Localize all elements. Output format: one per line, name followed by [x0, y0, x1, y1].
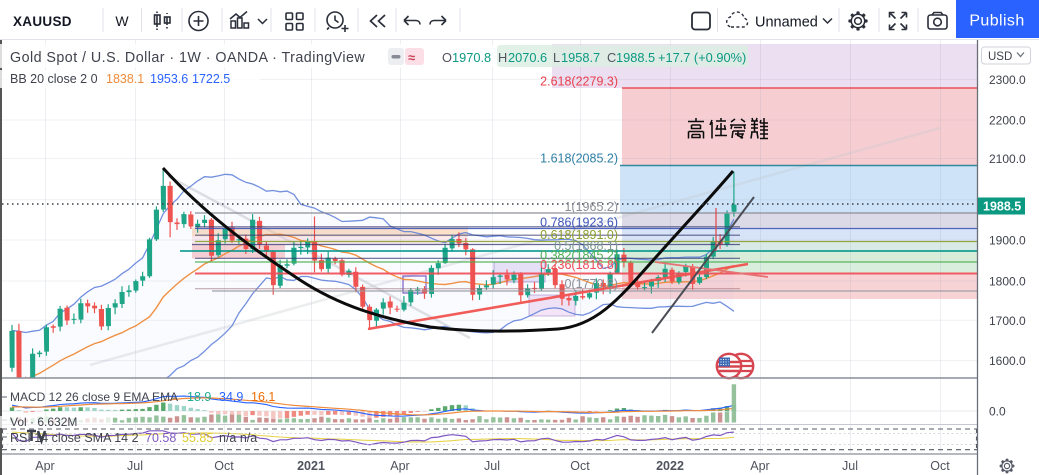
- svg-text:XAUUSD: XAUUSD: [13, 14, 72, 29]
- svg-text:Gold Spot / U.S. Dollar · 1W ·: Gold Spot / U.S. Dollar · 1W · OANDA · T…: [10, 50, 365, 66]
- svg-text:1.618(2085.2): 1.618(2085.2): [540, 152, 618, 166]
- svg-text:Oct: Oct: [930, 459, 950, 473]
- svg-text:2.618(2279.3): 2.618(2279.3): [540, 75, 618, 89]
- svg-text:Apr: Apr: [35, 459, 54, 473]
- svg-text:RSI 14 close SMA 14 2: RSI 14 close SMA 14 2: [10, 431, 139, 445]
- svg-text:BB 20 close 2 0: BB 20 close 2 0: [10, 72, 98, 86]
- svg-text:1700.0: 1700.0: [989, 314, 1026, 328]
- svg-text:16.1: 16.1: [251, 390, 275, 404]
- svg-text:1900.0: 1900.0: [989, 234, 1026, 248]
- svg-text:0(1770.8): 0(1770.8): [564, 277, 618, 291]
- svg-text:1(1965.2): 1(1965.2): [564, 200, 618, 214]
- svg-text:0.618(1891.0): 0.618(1891.0): [540, 228, 618, 242]
- svg-text:1800.0: 1800.0: [989, 275, 1026, 289]
- svg-text:Apr: Apr: [390, 459, 409, 473]
- svg-text:Jul: Jul: [842, 459, 858, 473]
- svg-text:Oct: Oct: [570, 459, 590, 473]
- svg-text:Oct: Oct: [214, 459, 234, 473]
- svg-text:USD: USD: [988, 51, 1012, 63]
- svg-text:2022: 2022: [656, 459, 684, 473]
- svg-text:70.58: 70.58: [145, 431, 176, 445]
- svg-text:≈: ≈: [408, 50, 415, 65]
- svg-text:1988.5: 1988.5: [983, 200, 1021, 214]
- svg-text:MACD 12 26 close 9 EMA EMA: MACD 12 26 close 9 EMA EMA: [10, 390, 178, 404]
- svg-text:0.0: 0.0: [989, 405, 1006, 419]
- svg-text:C: C: [607, 50, 616, 65]
- svg-text:Jul: Jul: [127, 459, 143, 473]
- svg-text:2200.0: 2200.0: [989, 114, 1026, 128]
- svg-text:0.5(1868.1): 0.5(1868.1): [554, 239, 618, 253]
- svg-text:2300.0: 2300.0: [989, 73, 1026, 87]
- svg-text:Unnamed: Unnamed: [755, 15, 818, 31]
- svg-text:1838.1: 1838.1: [106, 72, 144, 86]
- svg-text:34.9: 34.9: [219, 390, 243, 404]
- svg-text:n/a n/a: n/a n/a: [219, 431, 257, 445]
- svg-text:2021: 2021: [297, 459, 325, 473]
- svg-text:2100.0: 2100.0: [989, 152, 1026, 166]
- svg-text:0.382(1845.2): 0.382(1845.2): [540, 249, 618, 263]
- svg-text:0.786(1923.6): 0.786(1923.6): [540, 216, 618, 230]
- svg-text:0.236(1816.8): 0.236(1816.8): [540, 258, 618, 272]
- svg-text:1722.5: 1722.5: [192, 72, 230, 86]
- svg-text:2070.6: 2070.6: [508, 50, 547, 65]
- svg-text:H: H: [498, 50, 507, 65]
- svg-text:W: W: [115, 13, 129, 29]
- svg-text:+17.7 (+0.90%): +17.7 (+0.90%): [658, 50, 746, 65]
- svg-text:O: O: [442, 50, 452, 65]
- svg-text:1600.0: 1600.0: [989, 354, 1026, 368]
- svg-text:55.85: 55.85: [182, 431, 213, 445]
- svg-text:1953.6: 1953.6: [150, 72, 188, 86]
- svg-text:L: L: [553, 50, 560, 65]
- svg-text:1988.5: 1988.5: [616, 50, 655, 65]
- svg-text:18.9: 18.9: [187, 390, 211, 404]
- svg-text:Apr: Apr: [750, 459, 769, 473]
- svg-text:Jul: Jul: [484, 459, 500, 473]
- svg-text:Publish: Publish: [969, 13, 1024, 30]
- svg-text:Vol · 6.632M: Vol · 6.632M: [10, 415, 77, 429]
- svg-text:1958.7: 1958.7: [561, 50, 600, 65]
- svg-text:1970.8: 1970.8: [452, 50, 491, 65]
